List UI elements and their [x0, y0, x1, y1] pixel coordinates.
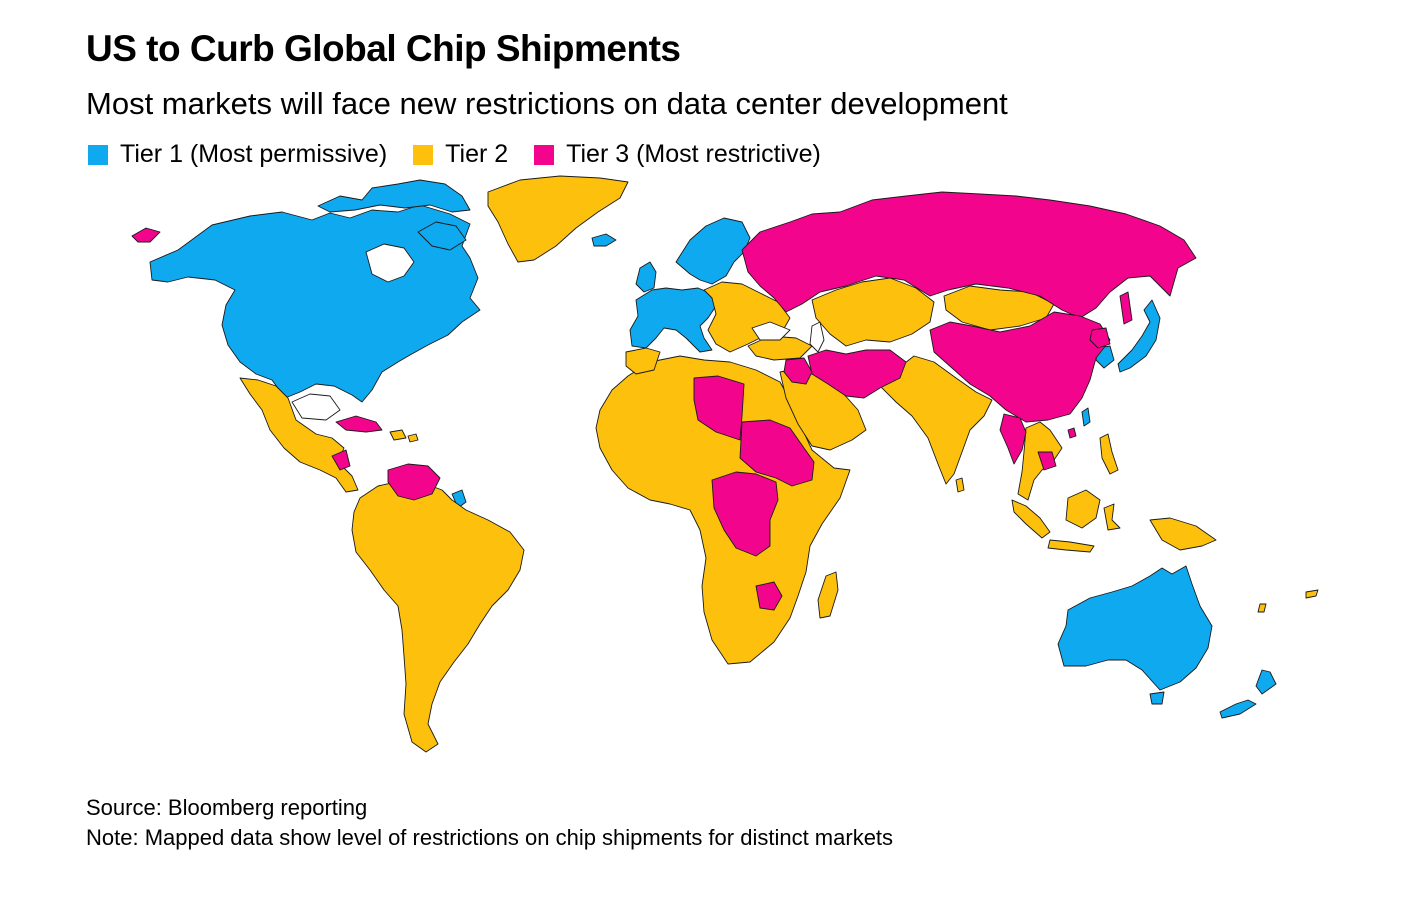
region-pacific-islands	[1257, 589, 1319, 613]
region-russia-far-east-island	[1119, 291, 1133, 325]
legend-label-tier3: Tier 3 (Most restrictive)	[566, 140, 821, 168]
region-australia	[1057, 565, 1213, 691]
region-new-zealand	[1219, 669, 1277, 719]
region-libya	[693, 375, 745, 441]
region-nicaragua	[331, 449, 351, 471]
region-cambodia	[1037, 451, 1057, 471]
region-south-america	[351, 481, 525, 753]
water-caspian-sea	[809, 321, 825, 353]
legend-swatch-tier1	[88, 144, 108, 165]
region-philippines	[1099, 433, 1119, 475]
region-macau	[1067, 427, 1077, 439]
legend-label-tier2: Tier 2	[445, 140, 509, 168]
region-sulawesi	[1103, 503, 1121, 531]
legend-item-tier2: Tier 2	[413, 140, 508, 169]
region-new-guinea	[1149, 517, 1217, 551]
region-uk	[635, 261, 657, 293]
region-chukotka-tip	[131, 227, 161, 243]
source-note: Source: Bloomberg reporting	[86, 795, 368, 820]
region-venezuela	[387, 463, 441, 501]
region-indonesia-west	[1011, 499, 1095, 553]
region-baffin-island	[417, 221, 467, 251]
water-black-sea	[751, 321, 791, 341]
region-tasmania	[1149, 691, 1165, 705]
region-north-korea	[1089, 327, 1111, 349]
region-southeast-asia-mainland	[1017, 421, 1063, 501]
water-gulf-of-mexico	[291, 393, 341, 421]
legend: Tier 1 (Most permissive) Tier 2 Tier 3 (…	[88, 140, 847, 169]
region-western-europe	[629, 287, 717, 353]
footnote: Note: Mapped data show level of restrict…	[86, 825, 894, 850]
legend-item-tier1: Tier 1 (Most permissive)	[88, 140, 387, 169]
legend-swatch-tier3	[534, 144, 555, 165]
region-cuba	[335, 415, 383, 433]
region-taiwan	[1081, 407, 1091, 427]
region-greenland	[487, 175, 629, 263]
region-central-asia	[811, 277, 935, 347]
region-japan	[1117, 299, 1161, 373]
region-south-asia	[877, 355, 993, 485]
region-sudan-ethiopia	[739, 419, 815, 487]
region-canada-arctic	[317, 179, 471, 213]
region-russia	[741, 191, 1197, 319]
region-zimbabwe	[755, 581, 783, 611]
chart-title: US to Curb Global Chip Shipments	[86, 28, 681, 69]
region-syria-iraq	[783, 357, 813, 385]
region-caribbean	[389, 429, 419, 443]
legend-label-tier1: Tier 1 (Most permissive)	[120, 140, 388, 168]
region-nordics	[675, 217, 751, 285]
region-madagascar	[817, 571, 839, 619]
region-iceland	[591, 233, 617, 247]
legend-swatch-tier2	[413, 144, 434, 165]
chart-subtitle: Most markets will face new restrictions …	[86, 86, 1008, 121]
region-china	[929, 311, 1111, 423]
region-iran-afghanistan	[807, 349, 907, 399]
region-mexico-central-america	[239, 377, 359, 493]
region-car-drc	[711, 471, 779, 557]
region-borneo	[1065, 489, 1101, 529]
legend-item-tier3: Tier 3 (Most restrictive)	[534, 140, 821, 169]
water-hudson-bay	[365, 243, 415, 283]
region-iberia	[625, 347, 661, 375]
region-myanmar	[999, 413, 1027, 465]
region-sri-lanka	[955, 477, 965, 493]
